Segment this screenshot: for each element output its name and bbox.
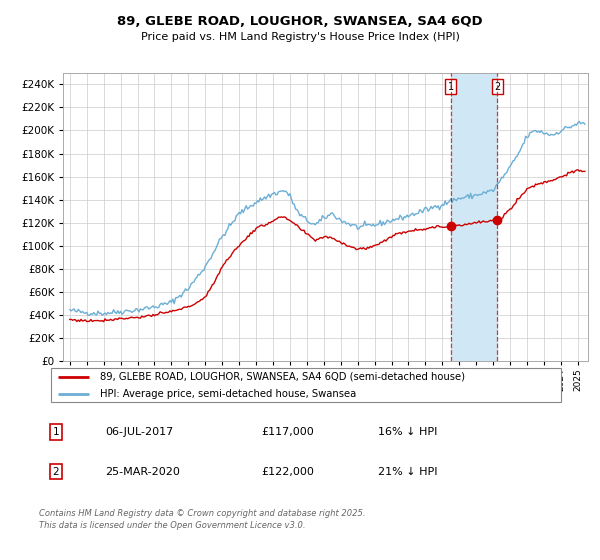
Text: £117,000: £117,000 (261, 427, 314, 437)
Text: 2: 2 (494, 82, 500, 92)
Text: 1: 1 (448, 82, 454, 92)
Text: 25-MAR-2020: 25-MAR-2020 (105, 466, 180, 477)
FancyBboxPatch shape (50, 368, 562, 403)
Text: Price paid vs. HM Land Registry's House Price Index (HPI): Price paid vs. HM Land Registry's House … (140, 32, 460, 42)
Bar (451, 73, 497, 361)
Text: 06-JUL-2017: 06-JUL-2017 (105, 427, 173, 437)
Text: 21% ↓ HPI: 21% ↓ HPI (378, 466, 437, 477)
Text: £122,000: £122,000 (261, 466, 314, 477)
Text: 1: 1 (52, 427, 59, 437)
Text: Contains HM Land Registry data © Crown copyright and database right 2025.
This d: Contains HM Land Registry data © Crown c… (39, 509, 365, 530)
Text: 16% ↓ HPI: 16% ↓ HPI (378, 427, 437, 437)
Text: HPI: Average price, semi-detached house, Swansea: HPI: Average price, semi-detached house,… (100, 389, 356, 399)
Text: 2: 2 (52, 466, 59, 477)
Text: 89, GLEBE ROAD, LOUGHOR, SWANSEA, SA4 6QD (semi-detached house): 89, GLEBE ROAD, LOUGHOR, SWANSEA, SA4 6Q… (100, 372, 464, 382)
Text: 89, GLEBE ROAD, LOUGHOR, SWANSEA, SA4 6QD: 89, GLEBE ROAD, LOUGHOR, SWANSEA, SA4 6Q… (117, 15, 483, 28)
